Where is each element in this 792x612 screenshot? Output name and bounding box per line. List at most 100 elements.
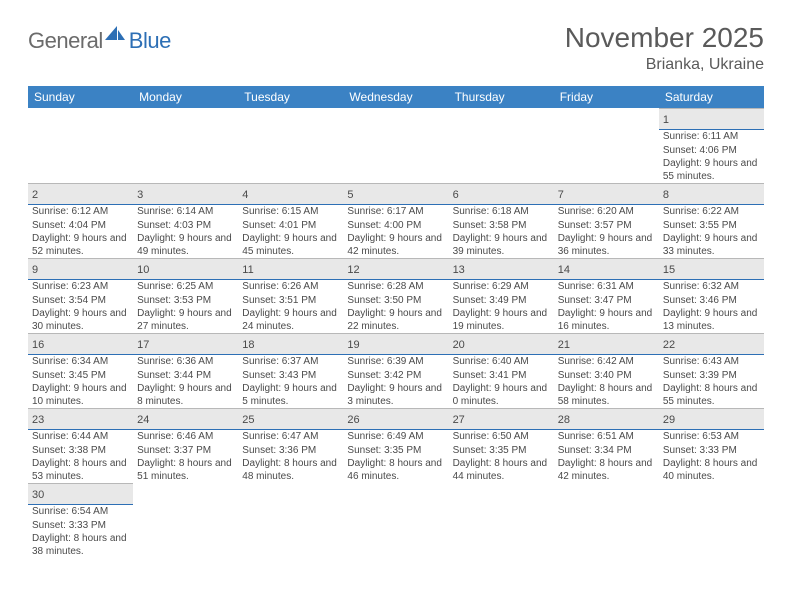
calendar-cell: 28Sunrise: 6:51 AMSunset: 3:34 PMDayligh… (554, 408, 659, 483)
calendar-cell: 18Sunrise: 6:37 AMSunset: 3:43 PMDayligh… (238, 333, 343, 408)
calendar-cell: 6Sunrise: 6:18 AMSunset: 3:58 PMDaylight… (449, 183, 554, 258)
calendar-cell: 29Sunrise: 6:53 AMSunset: 3:33 PMDayligh… (659, 408, 764, 483)
day-number-row: 17 (133, 333, 238, 355)
calendar-cell (238, 483, 343, 558)
sunset-text: Sunset: 4:00 PM (343, 219, 448, 233)
calendar-row: 9Sunrise: 6:23 AMSunset: 3:54 PMDaylight… (28, 258, 764, 333)
weekday-header: Tuesday (238, 86, 343, 108)
day-number-row: 1 (659, 108, 764, 130)
day-number: 23 (32, 414, 44, 426)
calendar-table: SundayMondayTuesdayWednesdayThursdayFrid… (28, 86, 764, 558)
day-number: 21 (558, 339, 570, 351)
day-number-row: 24 (133, 408, 238, 430)
day-number: 14 (558, 264, 570, 276)
daylight-text: Daylight: 9 hours and 36 minutes. (554, 232, 659, 258)
day-number-row: 12 (343, 258, 448, 280)
daylight-text: Daylight: 8 hours and 55 minutes. (659, 382, 764, 408)
day-number: 24 (137, 414, 149, 426)
day-number-row: 21 (554, 333, 659, 355)
daylight-text: Daylight: 9 hours and 3 minutes. (343, 382, 448, 408)
calendar-cell: 4 Sunrise: 6:15 AMSunset: 4:01 PMDaylight… (238, 183, 343, 258)
daylight-text: Daylight: 8 hours and 46 minutes. (343, 457, 448, 483)
daylight-text: Daylight: 9 hours and 45 minutes. (238, 232, 343, 258)
calendar-cell (554, 108, 659, 183)
daylight-text: Daylight: 8 hours and 53 minutes. (28, 457, 133, 483)
sunrise-text: Sunrise: 6:43 AM (659, 355, 764, 369)
calendar-cell: 30Sunrise: 6:54 AMSunset: 3:33 PMDayligh… (28, 483, 133, 558)
sunrise-text: Sunrise: 6:20 AM (554, 205, 659, 219)
calendar-cell (554, 483, 659, 558)
sunrise-text: Sunrise: 6:26 AM (238, 280, 343, 294)
calendar-cell: 23 Sunrise: 6:44 AMSunset: 3:38 PMDayligh… (28, 408, 133, 483)
daylight-text: Daylight: 9 hours and 8 minutes. (133, 382, 238, 408)
calendar-cell: 8Sunrise: 6:22 AMSunset: 3:55 PMDaylight… (659, 183, 764, 258)
logo-text-general: General (28, 28, 103, 54)
sunrise-text: Sunrise: 6:32 AM (659, 280, 764, 294)
weekday-header: Monday (133, 86, 238, 108)
daylight-text: Daylight: 8 hours and 42 minutes. (554, 457, 659, 483)
day-number: 13 (453, 264, 465, 276)
sunrise-text: Sunrise: 6:42 AM (554, 355, 659, 369)
day-number: 30 (32, 489, 44, 501)
calendar-cell: 7Sunrise: 6:20 AMSunset: 3:57 PMDaylight… (554, 183, 659, 258)
day-number-row: 10 (133, 258, 238, 280)
page-title: November 2025 (565, 22, 764, 54)
calendar-row: 23Sunrise: 6:44 AMSunset: 3:38 PMDayligh… (28, 408, 764, 483)
sunrise-text: Sunrise: 6:39 AM (343, 355, 448, 369)
calendar-cell: 2Sunrise: 6:12 AMSunset: 4:04 PMDaylight… (28, 183, 133, 258)
sunrise-text: Sunrise: 6:44 AM (28, 430, 133, 444)
calendar-cell: 13Sunrise: 6:29 AMSunset: 3:49 PMDayligh… (449, 258, 554, 333)
day-number-row: 11 (238, 258, 343, 280)
weekday-header: Thursday (449, 86, 554, 108)
calendar-cell: 24Sunrise: 6:46 AMSunset: 3:37 PMDayligh… (133, 408, 238, 483)
day-number-row: 22 (659, 333, 764, 355)
sunrise-text: Sunrise: 6:54 AM (28, 505, 133, 519)
daylight-text: Daylight: 9 hours and 49 minutes. (133, 232, 238, 258)
day-number: 3 (137, 189, 143, 201)
day-number-row: 15 (659, 258, 764, 280)
sunrise-text: Sunrise: 6:23 AM (28, 280, 133, 294)
calendar-cell: 9Sunrise: 6:23 AMSunset: 3:54 PMDaylight… (28, 258, 133, 333)
day-number-row: 4 (238, 183, 343, 205)
day-number-row: 29 (659, 408, 764, 430)
sunrise-text: Sunrise: 6:25 AM (133, 280, 238, 294)
sunset-text: Sunset: 3:54 PM (28, 294, 133, 308)
calendar-body: 1Sunrise: 6:11 AMSunset: 4:06 PMDaylight… (28, 108, 764, 558)
sunset-text: Sunset: 3:38 PM (28, 444, 133, 458)
weekday-header: Wednesday (343, 86, 448, 108)
day-number: 28 (558, 414, 570, 426)
sunset-text: Sunset: 3:41 PM (449, 369, 554, 383)
daylight-text: Daylight: 8 hours and 44 minutes. (449, 457, 554, 483)
calendar-cell: 26Sunrise: 6:49 AMSunset: 3:35 PMDayligh… (343, 408, 448, 483)
calendar-row: 1Sunrise: 6:11 AMSunset: 4:06 PMDaylight… (28, 108, 764, 183)
sunset-text: Sunset: 3:53 PM (133, 294, 238, 308)
daylight-text: Daylight: 9 hours and 0 minutes. (449, 382, 554, 408)
day-number: 19 (347, 339, 359, 351)
sunset-text: Sunset: 3:58 PM (449, 219, 554, 233)
sunrise-text: Sunrise: 6:11 AM (659, 130, 764, 144)
weekday-header: Sunday (28, 86, 133, 108)
calendar-cell: 5Sunrise: 6:17 AMSunset: 4:00 PMDaylight… (343, 183, 448, 258)
sunset-text: Sunset: 4:01 PM (238, 219, 343, 233)
day-number-row: 13 (449, 258, 554, 280)
sunrise-text: Sunrise: 6:37 AM (238, 355, 343, 369)
day-number: 25 (242, 414, 254, 426)
weekday-header-row: SundayMondayTuesdayWednesdayThursdayFrid… (28, 86, 764, 108)
day-number: 26 (347, 414, 359, 426)
day-number-row: 9 (28, 258, 133, 280)
day-number: 12 (347, 264, 359, 276)
sunrise-text: Sunrise: 6:36 AM (133, 355, 238, 369)
calendar-row: 2Sunrise: 6:12 AMSunset: 4:04 PMDaylight… (28, 183, 764, 258)
sunset-text: Sunset: 4:04 PM (28, 219, 133, 233)
day-number: 9 (32, 264, 38, 276)
day-number-row: 30 (28, 483, 133, 505)
daylight-text: Daylight: 9 hours and 52 minutes. (28, 232, 133, 258)
calendar-cell: 22Sunrise: 6:43 AMSunset: 3:39 PMDayligh… (659, 333, 764, 408)
sunset-text: Sunset: 3:33 PM (28, 519, 133, 533)
day-number: 4 (242, 189, 248, 201)
calendar-cell: 1Sunrise: 6:11 AMSunset: 4:06 PMDaylight… (659, 108, 764, 183)
day-number-row: 16 (28, 333, 133, 355)
weekday-header: Saturday (659, 86, 764, 108)
daylight-text: Daylight: 9 hours and 5 minutes. (238, 382, 343, 408)
sunrise-text: Sunrise: 6:15 AM (238, 205, 343, 219)
